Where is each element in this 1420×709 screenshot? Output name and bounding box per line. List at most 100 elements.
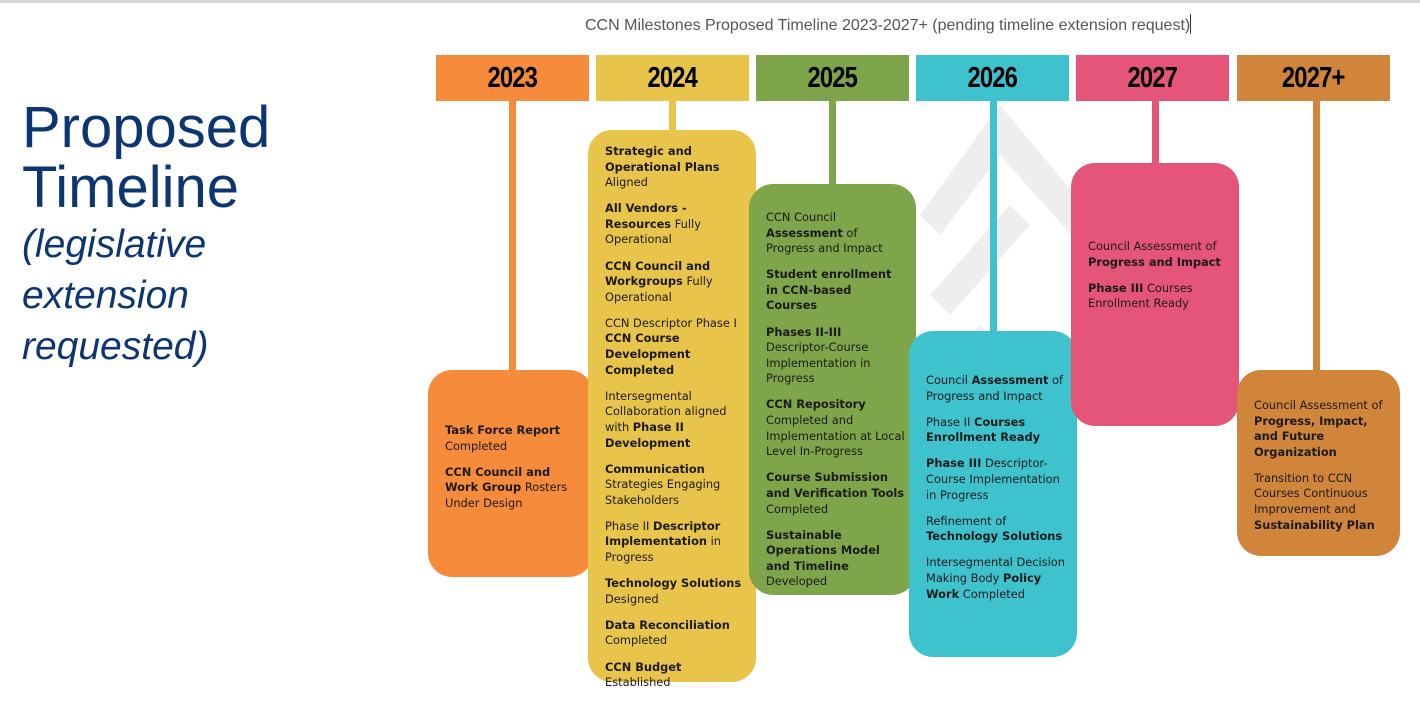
year-label: 2024 bbox=[647, 61, 698, 94]
milestone-item: Refinement of Technology Solutions bbox=[926, 514, 1067, 545]
milestone-item: Transition to CCN Courses Continuous Imp… bbox=[1254, 471, 1390, 533]
slide-title-block: Proposed Timeline (legislative extension… bbox=[22, 98, 270, 371]
milestone-item: Course Submission and Verification Tools… bbox=[766, 470, 906, 517]
milestone-text-bold: Courses Enrollment Ready bbox=[926, 414, 1041, 445]
milestone-text-bold: Communication bbox=[605, 461, 705, 476]
milestone-text: Completed bbox=[959, 586, 1025, 601]
milestone-item: Phase II Courses Enrollment Ready bbox=[926, 415, 1067, 446]
milestone-item: CCN Council and Work Group Rosters Under… bbox=[445, 465, 583, 512]
milestone-text: of Progress and Impact bbox=[926, 373, 1063, 403]
milestone-text: Refinement of bbox=[926, 513, 1007, 528]
milestone-text-bold: Technology Solutions bbox=[605, 576, 742, 591]
milestone-text-bold: Assessment bbox=[766, 225, 843, 240]
milestone-text: Aligned bbox=[605, 175, 648, 190]
slide-subtitle-line-3: requested) bbox=[22, 325, 209, 368]
milestone-text: CCN Descriptor Phase I bbox=[605, 315, 737, 330]
milestone-text: Intersegmental Decision Making Body bbox=[926, 555, 1065, 585]
milestone-text-bold: Phase II Development bbox=[605, 419, 691, 450]
milestone-text-bold: Task Force Report bbox=[445, 423, 561, 437]
text-cursor bbox=[1190, 14, 1192, 34]
milestone-text: Council Assessment of bbox=[1254, 398, 1383, 412]
milestone-item: CCN Council Assessment of Progress and I… bbox=[766, 210, 906, 257]
year-label: 2025 bbox=[807, 61, 858, 94]
milestone-card-2023: Task Force Report Completed CCN Council a… bbox=[428, 370, 593, 577]
milestone-item: Strategic and Operational Plans Aligned bbox=[605, 144, 746, 191]
milestone-text-bold: CCN Budget bbox=[605, 659, 682, 674]
milestone-text-bold: Policy Work bbox=[926, 570, 1042, 601]
slide-title-line-2: Timeline bbox=[22, 155, 240, 220]
milestone-text: Fully Operational bbox=[605, 216, 701, 247]
milestone-item: Communication Strategies Engaging Stakeh… bbox=[605, 462, 746, 509]
milestone-text-bold: All Vendors - Resources bbox=[605, 201, 687, 231]
milestone-text-bold: Strategic and Operational Plans bbox=[605, 144, 720, 174]
milestone-text: Phase II bbox=[926, 414, 974, 429]
milestone-text: Transition to CCN Courses Continuous Imp… bbox=[1254, 470, 1368, 517]
connector-2026 bbox=[990, 100, 997, 336]
milestone-text: Completed and Implementation at Local Le… bbox=[766, 413, 905, 459]
slide-subtitle-line-2: extension bbox=[22, 274, 189, 317]
milestone-item: CCN Budget Established bbox=[605, 660, 746, 691]
milestone-item: CCN Council and Workgroups Fully Operati… bbox=[605, 259, 746, 306]
milestone-item: CCN Repository Completed and Implementat… bbox=[766, 397, 906, 459]
milestone-text: of Progress and Impact bbox=[766, 225, 883, 256]
milestone-item: Council Assessment of Progress, Impact, … bbox=[1254, 398, 1390, 460]
milestone-text: Developed bbox=[766, 574, 828, 589]
milestone-item: Technology Solutions Designed bbox=[605, 576, 746, 607]
milestone-text-bold: CCN Repository bbox=[766, 397, 866, 412]
year-header-2027-plus: 2027+ bbox=[1237, 55, 1390, 101]
milestone-text: Completed bbox=[445, 438, 508, 453]
milestone-text: Descriptor-Course Implementation in Prog… bbox=[766, 340, 871, 386]
milestone-text: Phase II bbox=[605, 518, 653, 533]
milestone-item: Council Assessment of Progress and Impac… bbox=[1088, 239, 1229, 270]
year-header-2027: 2027 bbox=[1076, 55, 1229, 101]
milestone-text-bold: CCN Council and Work Group bbox=[445, 464, 551, 495]
milestone-text: Fully Operational bbox=[605, 274, 713, 304]
milestone-text-bold: Sustainability Plan bbox=[1254, 517, 1375, 532]
slide-subtitle-line-1: (legislative bbox=[22, 223, 207, 266]
milestone-card-2027-plus: Council Assessment of Progress, Impact, … bbox=[1237, 370, 1400, 556]
milestone-text: Designed bbox=[605, 591, 659, 606]
milestone-item: Intersegmental Decision Making Body Poli… bbox=[926, 555, 1067, 602]
milestone-card-2026: Council Assessment of Progress and Impac… bbox=[909, 331, 1077, 657]
milestone-item: Task Force Report Completed bbox=[445, 423, 583, 454]
milestone-text: Established bbox=[605, 675, 671, 690]
year-header-2026: 2026 bbox=[916, 55, 1069, 101]
milestone-item: Student enrollment in CCN-based Courses bbox=[766, 267, 906, 314]
milestone-item: All Vendors - Resources Fully Operationa… bbox=[605, 201, 746, 248]
milestone-text: Council bbox=[926, 373, 972, 387]
milestone-text: in Progress bbox=[605, 534, 722, 565]
milestone-card-2025: CCN Council Assessment of Progress and I… bbox=[749, 184, 916, 595]
milestone-text: Intersegmental Collaboration aligned wit… bbox=[605, 388, 727, 434]
slide-title-line-1: Proposed bbox=[22, 95, 271, 160]
connector-2027 bbox=[1152, 100, 1159, 168]
connector-2023 bbox=[509, 100, 516, 375]
year-header-2025: 2025 bbox=[756, 55, 909, 101]
connector-2027-plus bbox=[1313, 100, 1320, 375]
milestone-item: Data Reconciliation Completed bbox=[605, 618, 746, 649]
milestone-text-bold: Phase III bbox=[1088, 280, 1144, 295]
milestone-text-bold: Assessment bbox=[971, 373, 1049, 387]
connector-2025 bbox=[829, 100, 836, 189]
milestone-text-bold: Progress and Impact bbox=[1088, 254, 1221, 269]
milestone-item: CCN Descriptor Phase I CCN Course Develo… bbox=[605, 316, 746, 378]
milestone-text-bold: Technology Solutions bbox=[926, 529, 1063, 544]
year-label: 2027+ bbox=[1282, 61, 1346, 94]
milestone-card-2024: Strategic and Operational Plans Aligned A… bbox=[588, 130, 756, 689]
milestone-text-bold: Sustainable Operations Model and Timelin… bbox=[766, 527, 880, 573]
milestone-text-bold: Data Reconciliation bbox=[605, 617, 730, 632]
milestone-text-bold: Course Submission and Verification Tools bbox=[766, 470, 905, 500]
milestone-item: Intersegmental Collaboration aligned wit… bbox=[605, 389, 746, 451]
milestone-text-bold: CCN Council and Workgroups bbox=[605, 258, 711, 289]
milestone-item: Sustainable Operations Model and Timelin… bbox=[766, 528, 906, 590]
milestone-item: Council Assessment of Progress and Impac… bbox=[926, 373, 1067, 404]
year-label: 2023 bbox=[487, 61, 538, 94]
timeline-title-text: CCN Milestones Proposed Timeline 2023-20… bbox=[585, 17, 1191, 34]
year-label: 2027 bbox=[1127, 61, 1178, 94]
connector-2024 bbox=[669, 100, 676, 135]
milestone-text: Courses Enrollment Ready bbox=[1088, 280, 1193, 311]
timeline-title[interactable]: CCN Milestones Proposed Timeline 2023-20… bbox=[585, 14, 1192, 35]
milestone-text-bold: Phases II-III bbox=[766, 324, 842, 339]
milestone-text: Rosters Under Design bbox=[445, 480, 568, 510]
milestone-text: Strategies Engaging Stakeholders bbox=[605, 477, 721, 507]
milestone-item: Phases II-III Descriptor-Course Implemen… bbox=[766, 325, 906, 387]
